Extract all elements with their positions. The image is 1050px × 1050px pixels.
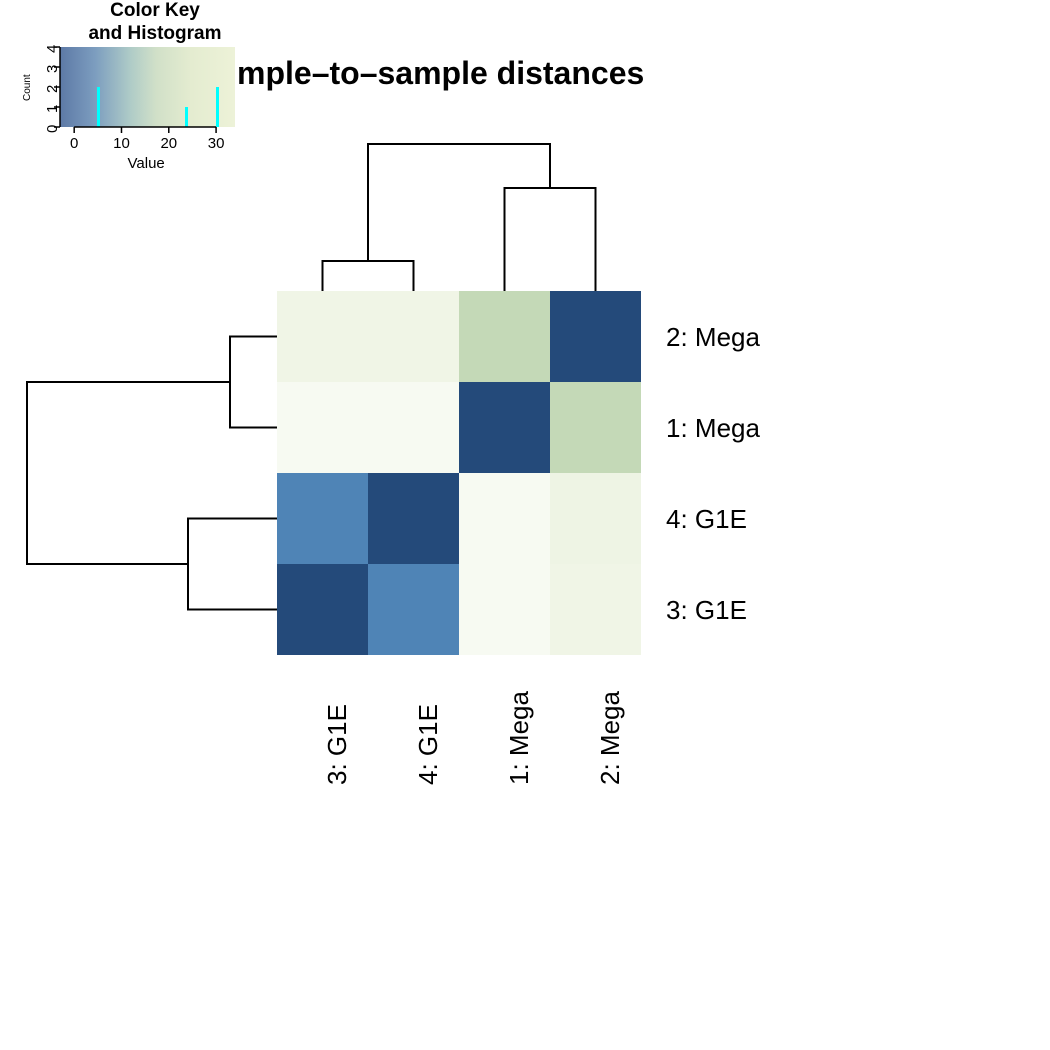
heatmap-cell bbox=[277, 473, 368, 564]
row-dendrogram bbox=[0, 291, 277, 655]
color-key-x-tick: 10 bbox=[111, 135, 131, 152]
heatmap-cell bbox=[277, 291, 368, 382]
heatmap-cell bbox=[368, 382, 459, 473]
heatmap-column-label: 1: Mega bbox=[504, 645, 535, 785]
heatmap-cell bbox=[550, 291, 641, 382]
heatmap-column-label: 2: Mega bbox=[595, 645, 626, 785]
color-key-y-tick: 2 bbox=[44, 85, 61, 93]
color-key-y-tick: 4 bbox=[44, 45, 61, 53]
heatmap-cell bbox=[459, 382, 550, 473]
heatmap-cell bbox=[459, 291, 550, 382]
chart-title: mple–to–sample distances bbox=[237, 55, 644, 92]
heatmap-row-label: 4: G1E bbox=[666, 504, 747, 535]
heatmap-row-label: 3: G1E bbox=[666, 595, 747, 626]
color-key-x-tick: 30 bbox=[206, 135, 226, 152]
heatmap-cell bbox=[459, 473, 550, 564]
color-key-title: Color Key and Histogram bbox=[75, 0, 235, 46]
color-key-title-line2: and Histogram bbox=[88, 23, 221, 44]
heatmap-cell bbox=[277, 564, 368, 655]
heatmap-cell bbox=[368, 473, 459, 564]
color-key-y-tick: 1 bbox=[44, 105, 61, 113]
heatmap-column-label: 3: G1E bbox=[322, 645, 353, 785]
heatmap-row-label: 1: Mega bbox=[666, 413, 760, 444]
color-key bbox=[60, 47, 235, 127]
heatmap-cell bbox=[368, 291, 459, 382]
color-key-title-line1: Color Key bbox=[110, 0, 200, 21]
color-key-y-label: Count bbox=[22, 74, 33, 101]
heatmap-column-label: 4: G1E bbox=[413, 645, 444, 785]
heatmap-row-label: 2: Mega bbox=[666, 322, 760, 353]
heatmap-cell bbox=[550, 382, 641, 473]
color-key-x-tick: 20 bbox=[159, 135, 179, 152]
heatmap bbox=[277, 291, 641, 655]
heatmap-cell bbox=[550, 564, 641, 655]
histogram-bar bbox=[185, 107, 188, 127]
heatmap-cell bbox=[459, 564, 550, 655]
histogram-bar bbox=[216, 87, 219, 127]
heatmap-cell bbox=[277, 382, 368, 473]
column-dendrogram bbox=[277, 107, 641, 291]
heatmap-cell bbox=[368, 564, 459, 655]
histogram-bars bbox=[60, 47, 235, 127]
color-key-x-tick: 0 bbox=[64, 135, 84, 152]
color-key-x-label: Value bbox=[128, 155, 165, 172]
histogram-bar bbox=[97, 87, 100, 127]
heatmap-cell bbox=[550, 473, 641, 564]
color-key-y-tick: 0 bbox=[44, 125, 61, 133]
color-key-y-tick: 3 bbox=[44, 65, 61, 73]
